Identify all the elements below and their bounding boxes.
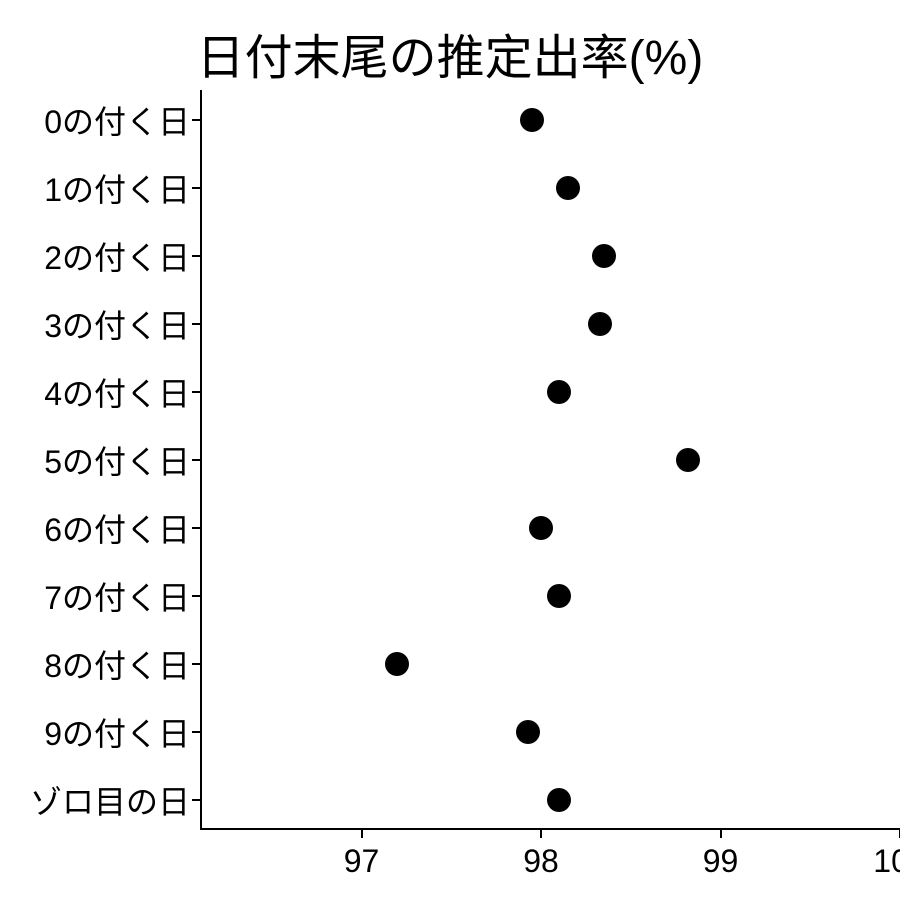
data-point	[556, 176, 580, 200]
data-point	[520, 108, 544, 132]
data-point	[529, 516, 553, 540]
data-point	[588, 312, 612, 336]
y-tick	[192, 119, 200, 121]
y-tick	[192, 255, 200, 257]
y-tick	[192, 459, 200, 461]
data-point	[547, 380, 571, 404]
y-axis-label: 0の付く日	[44, 97, 190, 143]
x-axis-line	[200, 828, 900, 830]
x-tick	[540, 830, 542, 838]
y-tick	[192, 391, 200, 393]
plot-area: 0の付く日1の付く日2の付く日3の付く日4の付く日5の付く日6の付く日7の付く日…	[200, 90, 900, 830]
y-axis-line	[200, 90, 202, 830]
x-axis-label: 98	[523, 843, 559, 880]
y-axis-label: 3の付く日	[44, 301, 190, 347]
data-point	[385, 652, 409, 676]
x-tick	[720, 830, 722, 838]
y-tick	[192, 187, 200, 189]
x-axis-label: 97	[344, 843, 380, 880]
x-tick	[361, 830, 363, 838]
y-tick	[192, 663, 200, 665]
y-axis-label: 8の付く日	[44, 641, 190, 687]
y-tick	[192, 527, 200, 529]
data-point	[547, 584, 571, 608]
y-axis-label: 7の付く日	[44, 573, 190, 619]
y-tick	[192, 731, 200, 733]
x-axis-label: 99	[703, 843, 739, 880]
x-axis-label: 100	[873, 843, 900, 880]
data-point	[592, 244, 616, 268]
data-point	[547, 788, 571, 812]
y-axis-label: 9の付く日	[44, 709, 190, 755]
y-axis-label: ゾロ目の日	[30, 777, 190, 823]
y-tick	[192, 799, 200, 801]
y-axis-label: 5の付く日	[44, 437, 190, 483]
data-point	[516, 720, 540, 744]
chart-title: 日付末尾の推定出率(%)	[197, 18, 704, 88]
y-axis-label: 1の付く日	[44, 165, 190, 211]
y-tick	[192, 323, 200, 325]
data-point	[676, 448, 700, 472]
chart-container: 日付末尾の推定出率(%) 0の付く日1の付く日2の付く日3の付く日4の付く日5の…	[0, 0, 900, 900]
y-tick	[192, 595, 200, 597]
y-axis-label: 2の付く日	[44, 233, 190, 279]
y-axis-label: 6の付く日	[44, 505, 190, 551]
y-axis-label: 4の付く日	[44, 369, 190, 415]
